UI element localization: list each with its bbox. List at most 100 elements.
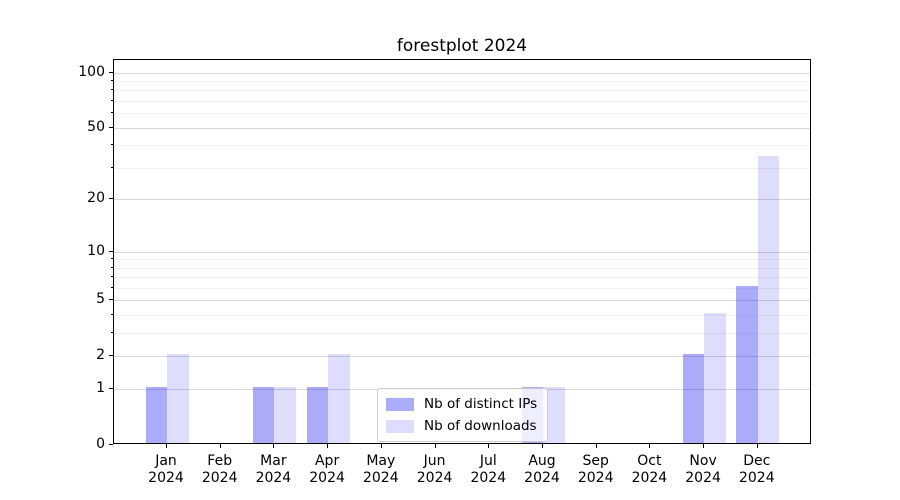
gridline-minor-6 (114, 288, 810, 289)
ytick-mark-50 (109, 126, 113, 128)
ytick-minor-mark-3 (111, 332, 113, 334)
ytick-mark-100 (109, 71, 113, 73)
legend-swatch-downloads (386, 419, 414, 433)
xtick-year: 2024 (577, 470, 614, 486)
gridline-minor-4 (114, 315, 810, 317)
xtick-mark-may (380, 444, 382, 448)
xtick-label-dec: Dec 2024 (739, 453, 775, 487)
xtick-month: Sep (582, 453, 609, 469)
xtick-mark-nov (703, 444, 705, 448)
legend-item-distinct-ips: Nb of distinct IPs (386, 396, 537, 412)
xtick-label-jan: Jan 2024 (148, 453, 184, 487)
ytick-label-10: 10 (87, 242, 105, 259)
ytick-minor-mark-30 (111, 166, 113, 168)
gridline-minor-8 (114, 267, 810, 269)
gridline-minor-9 (114, 259, 810, 261)
ytick-minor-mark-60 (111, 112, 113, 114)
gridline-major-2 (114, 356, 810, 358)
xtick-label-apr: Apr 2024 (309, 453, 345, 487)
legend-label-distinct-ips: Nb of distinct IPs (424, 396, 538, 412)
gridline-minor-80 (114, 90, 810, 92)
xtick-mark-feb (219, 444, 221, 448)
xtick-month: May (366, 453, 396, 469)
ytick-label-100: 100 (78, 63, 105, 80)
gridline-major-5 (114, 300, 810, 302)
ytick-label-1: 1 (96, 380, 105, 397)
bar-nb-of-distinct-ips-dec (736, 286, 758, 443)
bar-nb-of-downloads-nov (704, 313, 726, 443)
legend-label-downloads: Nb of downloads (424, 418, 537, 434)
xtick-month: Nov (689, 453, 717, 469)
bar-nb-of-downloads-mar (274, 387, 296, 443)
xtick-month: Mar (260, 453, 287, 469)
xtick-label-nov: Nov 2024 (685, 453, 721, 487)
gridline-minor-70 (114, 101, 810, 102)
xtick-label-aug: Aug 2024 (524, 453, 560, 487)
xtick-month: Apr (314, 453, 340, 469)
xtick-mark-dec (756, 444, 758, 448)
bar-nb-of-downloads-dec (757, 156, 780, 443)
xtick-mark-jul (488, 444, 490, 448)
ytick-minor-mark-8 (111, 266, 113, 268)
legend-item-downloads: Nb of downloads (386, 418, 537, 434)
ytick-minor-mark-9 (111, 258, 113, 260)
bar-nb-of-downloads-aug (543, 387, 565, 443)
xtick-mark-apr (327, 444, 329, 448)
xtick-month: Jan (155, 453, 177, 469)
gridline-minor-60 (114, 113, 810, 115)
ytick-label-0: 0 (96, 436, 105, 452)
plot-area (113, 59, 811, 444)
ytick-minor-mark-90 (111, 80, 113, 81)
xtick-month: Aug (528, 453, 556, 469)
xtick-year: 2024 (524, 470, 560, 486)
gridline-major-50 (114, 127, 810, 129)
ytick-mark-1 (109, 388, 113, 390)
ytick-minor-mark-7 (111, 276, 113, 278)
xtick-year: 2024 (201, 470, 238, 486)
bar-nb-of-distinct-ips-mar (252, 387, 275, 443)
xtick-mark-sep (595, 444, 597, 448)
xtick-label-oct: Oct 2024 (632, 453, 668, 487)
xtick-label-feb: Feb 2024 (202, 453, 238, 487)
ytick-mark-20 (109, 198, 113, 200)
ytick-minor-mark-80 (111, 89, 113, 91)
ytick-label-50: 50 (87, 118, 105, 135)
ytick-minor-mark-6 (111, 287, 113, 288)
gridline-major-10 (114, 251, 810, 253)
legend-swatch-distinct-ips (386, 397, 414, 411)
xtick-mark-jun (434, 444, 436, 448)
xtick-label-may: May 2024 (363, 453, 399, 487)
xtick-mark-aug (542, 444, 543, 448)
ytick-mark-5 (109, 299, 113, 301)
xtick-year: 2024 (148, 470, 184, 486)
xtick-year: 2024 (631, 470, 668, 486)
xtick-month: Jun (423, 453, 446, 469)
xtick-year: 2024 (309, 470, 345, 486)
ytick-minor-mark-4 (111, 314, 113, 316)
xtick-month: Jul (479, 453, 497, 469)
gridline-minor-30 (114, 167, 810, 169)
xtick-year: 2024 (685, 470, 721, 486)
bar-nb-of-downloads-apr (328, 354, 350, 443)
xtick-month: Dec (743, 453, 771, 469)
xtick-label-mar: Mar 2024 (256, 453, 292, 487)
gridline-minor-7 (114, 277, 810, 279)
xtick-year: 2024 (470, 470, 507, 486)
bar-nb-of-downloads-jan (167, 354, 189, 443)
ytick-minor-mark-70 (111, 100, 113, 101)
xtick-label-sep: Sep 2024 (578, 453, 614, 487)
xtick-year: 2024 (362, 470, 399, 486)
legend: Nb of distinct IPs Nb of downloads (377, 388, 549, 442)
ytick-minor-mark-40 (111, 144, 113, 146)
ytick-mark-2 (109, 355, 113, 357)
xtick-label-jun: Jun 2024 (417, 453, 453, 487)
gridline-minor-3 (114, 333, 810, 335)
bar-nb-of-distinct-ips-nov (682, 354, 705, 443)
xtick-mark-mar (273, 444, 275, 448)
xtick-month: Feb (207, 453, 233, 469)
ytick-label-20: 20 (87, 190, 105, 207)
ytick-mark-0 (109, 444, 113, 445)
bar-nb-of-distinct-ips-apr (306, 387, 329, 443)
gridline-minor-40 (114, 145, 810, 147)
